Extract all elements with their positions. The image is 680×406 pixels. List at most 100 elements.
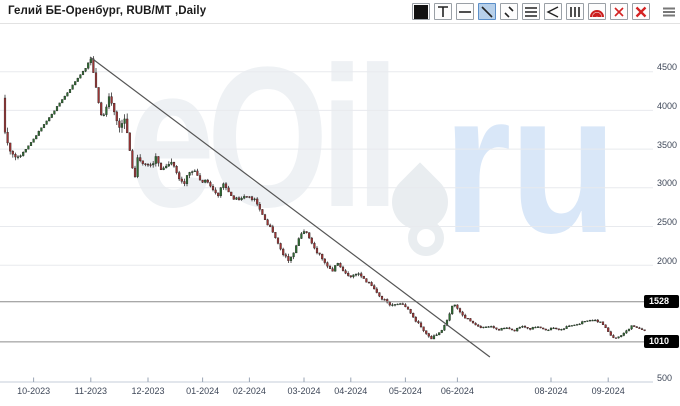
arcs-tool-button[interactable] — [588, 3, 606, 20]
candle-body — [406, 306, 410, 310]
candle-body — [596, 319, 599, 323]
candle-body — [79, 74, 82, 79]
candle-body — [339, 263, 342, 268]
candle-body — [536, 326, 540, 328]
candle-body — [310, 237, 313, 244]
candle-body — [451, 305, 454, 315]
candle-body — [235, 197, 238, 200]
text-tool-button[interactable] — [434, 3, 452, 20]
candle-body — [417, 321, 420, 324]
candle-body — [253, 198, 256, 200]
delete-tool-button[interactable] — [610, 3, 628, 20]
candle-body — [87, 62, 90, 69]
angle-icon — [546, 5, 559, 18]
trendline-tool-button[interactable] — [478, 3, 496, 20]
candle-body — [549, 327, 553, 331]
candle-body — [552, 327, 555, 330]
candle-body — [68, 89, 72, 93]
candle-body — [282, 248, 285, 255]
candle-body — [204, 179, 207, 183]
candle-body — [643, 329, 646, 331]
candle-body — [45, 120, 48, 125]
candle-body — [388, 302, 391, 306]
candle-body — [625, 330, 628, 334]
candle-body — [354, 274, 358, 276]
candle-body — [206, 179, 209, 183]
candle-body — [305, 231, 308, 233]
candle-body — [245, 196, 248, 198]
y-axis-label: 500 — [657, 372, 673, 383]
candle-body — [35, 135, 38, 140]
candle-body — [37, 130, 40, 136]
candle-body — [341, 266, 345, 271]
candle-body — [591, 319, 594, 322]
candle-body — [6, 132, 9, 144]
candle-body — [630, 325, 633, 330]
candle-body — [373, 285, 376, 290]
x-axis-label: 12-2023 — [131, 386, 165, 396]
parallel-tool-button[interactable] — [500, 3, 518, 20]
candle-body — [139, 157, 142, 161]
candle-body — [102, 114, 105, 116]
candle-body — [227, 187, 230, 193]
candle-body — [430, 336, 433, 340]
candle-body — [58, 102, 61, 107]
candle-body — [344, 270, 347, 274]
candle-body — [461, 311, 464, 316]
candle-body — [152, 163, 155, 166]
candle-body — [219, 187, 222, 197]
candle-body — [165, 165, 168, 169]
candle-body — [115, 111, 118, 122]
candle-body — [214, 189, 217, 194]
chart-canvas[interactable] — [0, 24, 680, 406]
angle-tool-button[interactable] — [544, 3, 562, 20]
candle-body — [271, 226, 274, 233]
candle-body — [360, 273, 363, 277]
candle-body — [599, 321, 602, 323]
candle-body — [141, 160, 144, 164]
diagonal-line-icon — [481, 5, 493, 18]
candle-body — [76, 77, 79, 82]
candle-body — [198, 175, 202, 181]
candle-body — [84, 68, 87, 72]
candle-body — [110, 96, 113, 104]
candle-body — [490, 326, 493, 328]
candle-body — [89, 58, 92, 64]
y-axis-label: 3000 — [657, 178, 678, 189]
price-level-badge: 1528 — [644, 295, 679, 309]
menu-button[interactable] — [660, 3, 678, 20]
candle-body — [24, 148, 27, 153]
candle-body — [620, 335, 623, 337]
candle-body — [573, 324, 576, 327]
hline-tool-button[interactable] — [456, 3, 474, 20]
candle-body — [191, 171, 194, 173]
candle-body — [557, 328, 560, 330]
x-axis-label: 09-2024 — [591, 386, 625, 396]
candle-body — [308, 232, 311, 239]
levels-tool-button[interactable] — [522, 3, 540, 20]
candle-body — [380, 295, 384, 300]
candle-body — [188, 172, 191, 176]
candle-body — [378, 292, 381, 297]
candle-body — [97, 87, 100, 103]
candle-body — [508, 327, 511, 330]
candle-body — [118, 120, 121, 128]
candle-body — [136, 157, 139, 177]
candle-body — [297, 238, 300, 246]
candle-body — [352, 274, 355, 278]
vbars-tool-button[interactable] — [566, 3, 584, 20]
candle-body — [568, 325, 571, 327]
delete-all-button[interactable] — [632, 3, 650, 20]
candle-body — [100, 102, 103, 116]
red-x-icon — [614, 6, 624, 17]
candle-body — [362, 275, 365, 279]
candle-body — [3, 97, 7, 133]
candle-body — [612, 335, 615, 338]
candle-body — [464, 314, 467, 319]
color-swatch-button[interactable] — [412, 3, 430, 20]
candle-body — [510, 328, 514, 331]
candle-body — [560, 329, 563, 331]
candle-body — [302, 231, 306, 234]
candle-body — [261, 209, 264, 215]
candle-body — [237, 197, 241, 201]
